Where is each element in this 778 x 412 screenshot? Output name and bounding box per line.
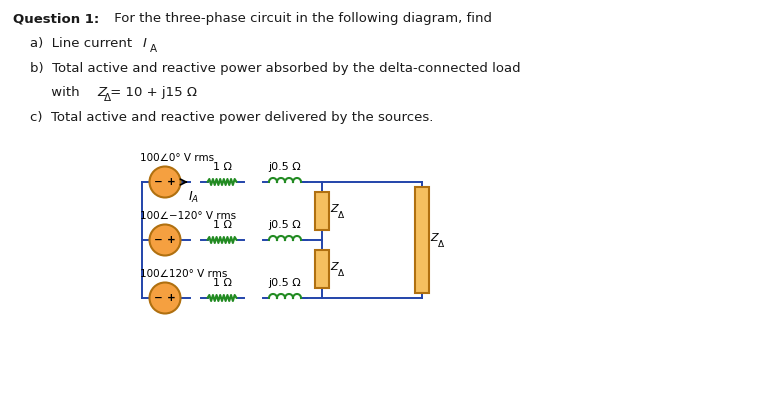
Text: $I_A$: $I_A$ xyxy=(188,190,200,205)
Text: Δ: Δ xyxy=(438,239,444,248)
Text: A: A xyxy=(150,44,157,54)
Text: −: − xyxy=(154,293,163,303)
Text: −: − xyxy=(154,235,163,245)
Text: 1 Ω: 1 Ω xyxy=(212,162,232,172)
Circle shape xyxy=(149,283,180,314)
Text: j0.5 Ω: j0.5 Ω xyxy=(268,162,301,172)
Text: Δ: Δ xyxy=(104,93,111,103)
Text: 1 Ω: 1 Ω xyxy=(212,220,232,230)
Text: Z: Z xyxy=(331,204,338,214)
Text: Δ: Δ xyxy=(338,211,345,220)
Text: Δ: Δ xyxy=(338,269,345,278)
Text: Z: Z xyxy=(97,86,107,99)
Bar xyxy=(415,187,429,293)
Text: c)  Total active and reactive power delivered by the sources.: c) Total active and reactive power deliv… xyxy=(30,111,433,124)
Text: Question 1:: Question 1: xyxy=(13,12,100,25)
Text: 100∠−120° V rms: 100∠−120° V rms xyxy=(140,211,237,221)
Circle shape xyxy=(149,225,180,255)
Text: b)  Total active and reactive power absorbed by the delta-connected load: b) Total active and reactive power absor… xyxy=(30,62,520,75)
Text: For the three-phase circuit in the following diagram, find: For the three-phase circuit in the follo… xyxy=(110,12,492,25)
Text: = 10 + j15 Ω: = 10 + j15 Ω xyxy=(107,86,198,99)
Bar xyxy=(315,192,329,230)
Text: +: + xyxy=(167,235,176,245)
Text: j0.5 Ω: j0.5 Ω xyxy=(268,278,301,288)
Circle shape xyxy=(149,166,180,197)
Text: −: − xyxy=(154,177,163,187)
Text: with: with xyxy=(30,86,84,99)
Text: I: I xyxy=(143,37,147,50)
Text: Z: Z xyxy=(431,233,438,243)
Text: Z: Z xyxy=(331,262,338,272)
Text: +: + xyxy=(167,177,176,187)
Text: +: + xyxy=(167,293,176,303)
Bar xyxy=(315,250,329,288)
Text: a)  Line current: a) Line current xyxy=(30,37,136,50)
Text: 1 Ω: 1 Ω xyxy=(212,278,232,288)
Text: j0.5 Ω: j0.5 Ω xyxy=(268,220,301,230)
Text: 100∠0° V rms: 100∠0° V rms xyxy=(140,153,214,163)
Text: 100∠120° V rms: 100∠120° V rms xyxy=(140,269,227,279)
